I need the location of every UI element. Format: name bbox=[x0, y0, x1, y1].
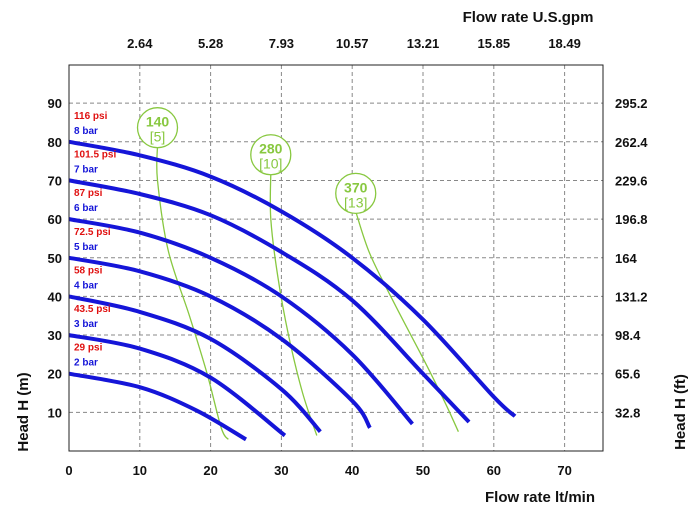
bar-label: 7 bar bbox=[74, 164, 98, 175]
x2-tick-label: 5.28 bbox=[198, 36, 223, 51]
x-tick-label: 20 bbox=[203, 463, 217, 478]
y-tick-label: 10 bbox=[48, 405, 62, 420]
bar-label: 2 bar bbox=[74, 358, 98, 369]
x-tick-label: 30 bbox=[274, 463, 288, 478]
stroke-rate-badge bbox=[136, 107, 179, 149]
x-tick-label: 60 bbox=[487, 463, 501, 478]
stroke-rate-value: 140 bbox=[146, 114, 170, 130]
y-right-tick-label: 65.6 bbox=[615, 367, 640, 382]
y-right-tick-label: 32.8 bbox=[615, 405, 640, 420]
x2-tick-label: 18.49 bbox=[548, 36, 581, 51]
x2-tick-label: 7.93 bbox=[269, 36, 294, 51]
x-tick-label: 70 bbox=[557, 463, 571, 478]
psi-label: 101.5 psi bbox=[74, 149, 116, 160]
psi-label: 87 psi bbox=[74, 188, 103, 199]
y-right-tick-label: 131.2 bbox=[615, 289, 648, 304]
plot-marks: 29 psi 2 bar 43.5 psi 3 bar 58 psi 4 bar 72.5 … bbox=[68, 107, 517, 442]
pressure-curve bbox=[68, 294, 322, 434]
psi-label: 43.5 psi bbox=[74, 304, 111, 315]
y-tick-label: 60 bbox=[48, 212, 62, 227]
y-tick-label: 70 bbox=[48, 173, 62, 188]
pressure-curve bbox=[68, 178, 471, 424]
y-tick-label: 40 bbox=[48, 289, 62, 304]
x-tick-label: 40 bbox=[345, 463, 359, 478]
psi-label: 58 psi bbox=[74, 265, 103, 276]
x-tick-label: 10 bbox=[133, 463, 147, 478]
y-right-tick-label: 196.8 bbox=[615, 212, 648, 227]
y-tick-label: 90 bbox=[48, 96, 62, 111]
plot-frame bbox=[68, 64, 604, 452]
pressure-curve bbox=[68, 333, 287, 438]
psi-label: 29 psi bbox=[74, 343, 103, 354]
psi-label: 116 psi bbox=[74, 111, 108, 122]
stroke-rate-bracket-value: [13] bbox=[344, 194, 367, 210]
stroke-rate-badge bbox=[250, 134, 292, 176]
bar-label: 4 bar bbox=[74, 280, 98, 291]
stroke-rate-bracket-value: [10] bbox=[259, 156, 282, 172]
pressure-curve bbox=[68, 255, 372, 429]
stroke-rate-curve bbox=[355, 211, 459, 432]
x-tick-label: 0 bbox=[65, 463, 72, 478]
stroke-rate-value: 280 bbox=[259, 141, 283, 157]
stroke-rate-bracket-value: [5] bbox=[150, 129, 166, 145]
x-axis-title: Flow rate lt/min bbox=[485, 489, 595, 506]
pressure-curve bbox=[68, 139, 517, 418]
x2-tick-label: 13.21 bbox=[407, 36, 440, 51]
bar-label: 6 bar bbox=[74, 203, 98, 214]
tick-labels: 0 10 20 30 40 50 60 70 2.64 5.28 7.93 10.57 13.21 15.… bbox=[48, 36, 649, 478]
x2-tick-label: 10.57 bbox=[336, 36, 369, 51]
stroke-rate-curve bbox=[269, 172, 318, 436]
bar-label: 5 bar bbox=[74, 242, 98, 253]
bar-label: 8 bar bbox=[74, 126, 98, 137]
y-right-tick-label: 295.2 bbox=[615, 96, 648, 111]
y-tick-label: 20 bbox=[48, 367, 62, 382]
x2-tick-label: 2.64 bbox=[127, 36, 153, 51]
y-tick-label: 50 bbox=[48, 251, 62, 266]
y-axis-title-left: Head H (m) bbox=[15, 372, 32, 451]
y-right-tick-label: 229.6 bbox=[615, 173, 648, 188]
stroke-rate-value: 370 bbox=[344, 179, 368, 195]
stroke-rate-badge bbox=[335, 172, 377, 215]
y-tick-label: 80 bbox=[48, 135, 62, 150]
x2-axis-title: Flow rate U.S.gpm bbox=[463, 9, 594, 26]
stroke-rate-curve bbox=[156, 145, 229, 440]
y-right-tick-label: 98.4 bbox=[615, 328, 641, 343]
bar-label: 3 bar bbox=[74, 319, 98, 330]
psi-label: 72.5 psi bbox=[74, 227, 111, 238]
pressure-curve bbox=[68, 217, 414, 426]
pressure-curve bbox=[68, 371, 248, 442]
y-right-tick-label: 164 bbox=[615, 251, 637, 266]
y-right-tick-label: 262.4 bbox=[615, 135, 648, 150]
x-tick-label: 50 bbox=[416, 463, 430, 478]
y-tick-label: 30 bbox=[48, 328, 62, 343]
y-axis-title-right: Head H (ft) bbox=[672, 374, 689, 450]
x2-tick-label: 15.85 bbox=[478, 36, 511, 51]
